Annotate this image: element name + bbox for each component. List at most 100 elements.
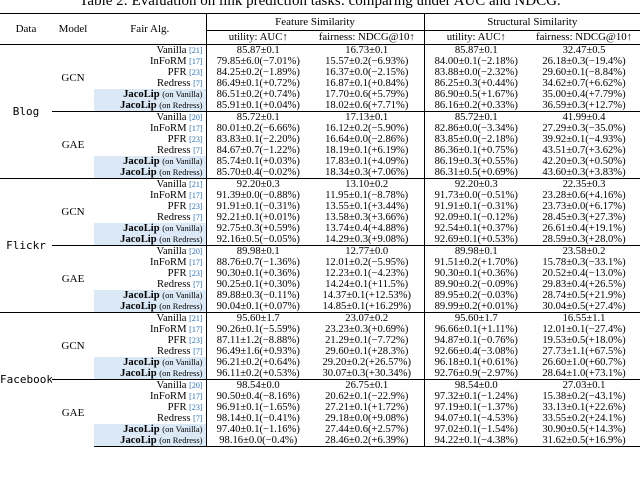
feature-fairness-cell: 11.95±0.1(−8.78%): [325, 190, 409, 201]
method-cell: Vanilla [21]: [94, 178, 206, 190]
table-row: InFoRM [17] 80.01±0.2(−6.66%) 16.12±0.2(−5…: [0, 123, 640, 134]
structural-fairness-cell: 31.62±0.5(+16.9%): [528, 435, 640, 447]
table-row: InFoRM [17] 90.50±0.4(−8.16%) 20.62±0.1(−2…: [0, 391, 640, 402]
table-row: JacoLip (on Vanilla) 97.40±0.1(−1.16%) 27.…: [0, 424, 640, 435]
citation-link[interactable]: [23]: [189, 135, 203, 144]
method-cell: JacoLip (on Redress): [94, 234, 206, 246]
structural-utility-cell: 86.16±0.2(+0.33%): [423, 100, 529, 112]
citation-link[interactable]: [20]: [189, 247, 203, 256]
structural-utility-cell: 96.66±0.1(+1.11%): [423, 324, 529, 335]
structural-fairness-cell: 41.99±0.4: [528, 111, 640, 123]
citation-link[interactable]: [17]: [189, 191, 203, 200]
citation-link[interactable]: [23]: [189, 68, 203, 77]
feature-utility-cell: 90.26±0.1(−5.59%): [205, 324, 310, 335]
method-name: JacoLip: [123, 290, 160, 301]
structural-utility-cell: 98.54±0.0: [423, 379, 529, 391]
citation-link[interactable]: [20]: [189, 381, 203, 390]
citation-link[interactable]: [7]: [193, 213, 203, 222]
feature-utility-cell: 90.25±0.1(+0.30%): [205, 279, 310, 290]
citation-link[interactable]: [23]: [189, 269, 203, 278]
citation-link[interactable]: [7]: [193, 146, 203, 155]
header-row-top: Data Model Fair Alg. Feature Similarity …: [0, 13, 640, 45]
feature-utility-cell: 85.74±0.1(+0.03%): [205, 156, 310, 167]
feature-fairness-cell: 16.73±0.1: [310, 44, 425, 56]
feature-utility-cell: 92.20±0.3: [205, 178, 310, 190]
feature-fairness-cell: 27.21±0.1(+1.72%): [325, 402, 409, 413]
feature-utility-cell: 96.49±1.6(+0.93%): [205, 346, 310, 357]
feature-fairness-cell: 18.34±0.3(+7.06%): [325, 167, 409, 178]
method-cell: Vanilla [21]: [94, 44, 206, 56]
method-variant: (on Redress): [159, 368, 203, 378]
structural-fairness-cell: 15.78±0.3(−33.1%): [542, 257, 626, 268]
table-row: PFR [23] 96.91±0.1(−1.65%) 27.21±0.1(+1.72…: [0, 402, 640, 413]
feature-utility-cell: 95.60±1.7: [205, 312, 310, 324]
structural-fairness-cell: 35.00±0.4(+7.79%): [542, 89, 626, 100]
citation-link[interactable]: [17]: [189, 258, 203, 267]
feature-utility-cell: 88.76±0.7(−1.36%): [205, 257, 310, 268]
feature-utility-cell: 87.11±1.2(−8.88%): [205, 335, 310, 346]
method-cell: Redress [7]: [94, 145, 206, 156]
citation-link[interactable]: [17]: [189, 124, 203, 133]
method-name: JacoLip: [120, 301, 157, 312]
citation-link[interactable]: [7]: [193, 347, 203, 356]
feature-fairness-cell: 16.12±0.2(−5.90%): [325, 123, 409, 134]
table-row: Flickr GCN Vanilla [21] 92.20±0.3 13.10±0.2 9…: [0, 178, 640, 313]
method-name: PFR: [167, 402, 187, 413]
structural-fairness-cell: 39.92±0.1(−4.93%): [542, 134, 626, 145]
method-cell: PFR [23]: [94, 201, 206, 212]
citation-link[interactable]: [20]: [189, 113, 203, 122]
structural-fairness-cell: 23.28±0.6(+4.16%): [542, 190, 626, 201]
structural-utility-cell: 94.87±0.1(−0.76%): [423, 335, 529, 346]
citation-link[interactable]: [23]: [189, 202, 203, 211]
table-row: JacoLip (on Vanilla) 92.75±0.3(+0.59%) 13.…: [0, 223, 640, 234]
structural-utility-cell: 92.66±0.4(−3.08%): [423, 346, 529, 357]
method-cell: InFoRM [17]: [94, 324, 206, 335]
method-name: InFoRM: [150, 391, 187, 402]
citation-link[interactable]: [7]: [193, 79, 203, 88]
citation-link[interactable]: [21]: [189, 314, 203, 323]
dataset-label: Facebook: [0, 312, 52, 447]
structural-utility-cell: 85.72±0.1: [423, 111, 529, 123]
structural-fairness-cell: 16.55±1.1: [528, 312, 640, 324]
method-name: JacoLip: [123, 424, 160, 435]
table-row: Facebook GCN Vanilla [21] 95.60±1.7 23.07±0.…: [0, 312, 640, 447]
table-row: JacoLip (on Vanilla) 89.88±0.3(−0.11%) 14.…: [0, 290, 640, 301]
method-name: JacoLip: [120, 100, 157, 111]
feature-utility-cell: 85.70±0.4(−0.02%): [205, 167, 310, 179]
table-row: PFR [23] 84.25±0.2(−1.89%) 16.37±0.0(−2.15…: [0, 67, 640, 78]
method-cell: InFoRM [17]: [94, 257, 206, 268]
table-row: PFR [23] 91.91±0.1(−0.31%) 13.55±0.1(+3.44…: [0, 201, 640, 212]
method-cell: JacoLip (on Vanilla): [94, 424, 206, 435]
header-structural-utility: utility: AUC↑: [423, 30, 529, 45]
structural-fairness-cell: 29.83±0.4(+26.5%): [542, 279, 626, 290]
citation-link[interactable]: [21]: [189, 46, 203, 55]
header-data: Data: [0, 13, 52, 45]
citation-link[interactable]: [17]: [189, 325, 203, 334]
citation-link[interactable]: [7]: [193, 414, 203, 423]
model-label: GCN: [52, 44, 94, 112]
feature-fairness-cell: 23.07±0.2: [310, 312, 425, 324]
structural-fairness-cell: 12.01±0.1(−27.4%): [542, 324, 626, 335]
citation-link[interactable]: [23]: [189, 336, 203, 345]
citation-link[interactable]: [23]: [189, 403, 203, 412]
citation-link[interactable]: [17]: [189, 57, 203, 66]
structural-fairness-cell: 30.04±0.5(+27.4%): [542, 301, 626, 312]
method-cell: Vanilla [20]: [94, 111, 206, 123]
citation-link[interactable]: [17]: [189, 392, 203, 401]
feature-fairness-cell: 13.74±0.4(+4.88%): [325, 223, 409, 234]
citation-link[interactable]: [21]: [189, 180, 203, 189]
header-model: Model: [52, 13, 94, 45]
feature-fairness-cell: 15.57±0.2(−6.93%): [325, 56, 409, 67]
header-feature-utility: utility: AUC↑: [205, 30, 310, 45]
method-variant: (on Vanilla): [162, 89, 203, 99]
structural-fairness-cell: 27.03±0.1: [528, 379, 640, 391]
feature-utility-cell: 85.91±0.1(+0.04%): [205, 100, 310, 112]
feature-fairness-cell: 12.23±0.1(−4.23%): [325, 268, 409, 279]
table-row: GAE Vanilla [20] 85.72±0.1 17.13±0.1 85.72±0…: [0, 111, 640, 179]
table-row: Redress [7] 84.67±0.7(−1.22%) 18.19±0.1(+6…: [0, 145, 640, 156]
feature-fairness-cell: 17.83±0.1(+4.09%): [325, 156, 409, 167]
feature-utility-cell: 90.30±0.1(+0.36%): [205, 268, 310, 279]
citation-link[interactable]: [7]: [193, 280, 203, 289]
method-name: InFoRM: [150, 190, 187, 201]
